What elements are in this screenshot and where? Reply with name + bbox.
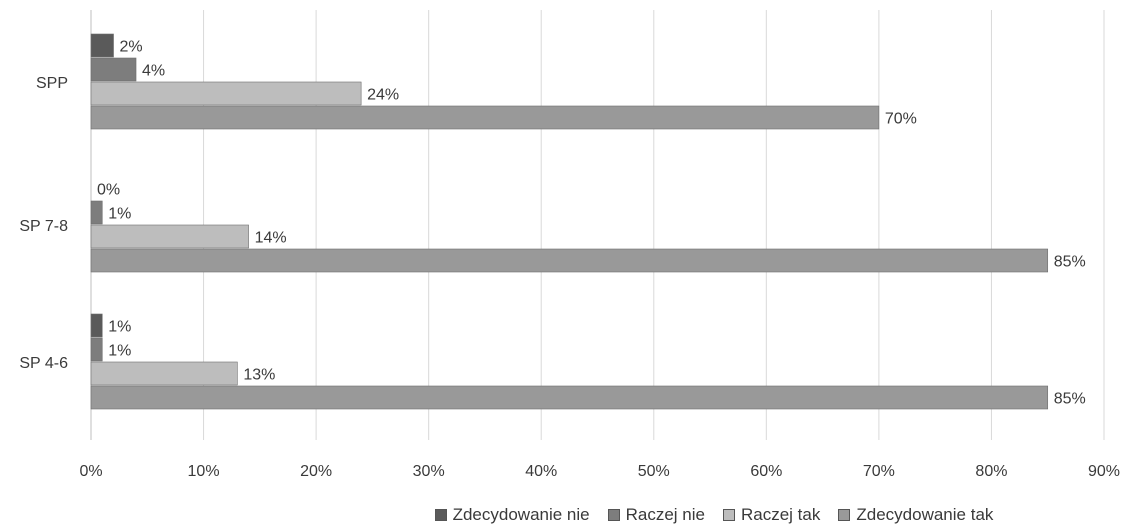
legend-label-1: Raczej nie — [625, 505, 705, 524]
data-label-1-1: 1% — [108, 206, 131, 223]
bar-chart-plot: 0% 10% 20% 30% 40% 50% 60% 70% 80% 90% SPP 2% 4% 24% 7… — [19, 10, 1120, 480]
data-label-2-0: 1% — [108, 319, 131, 336]
legend-item-2: Raczej tak — [723, 505, 820, 525]
legend-label-0: Zdecydowanie nie — [452, 505, 590, 524]
legend: Zdecydowanie nie Raczej nie Raczej tak Zdec… — [0, 502, 1128, 528]
x-tick-label-40: 40% — [525, 463, 557, 480]
legend-swatch-0 — [434, 509, 447, 521]
bar-0-0 — [90, 33, 114, 58]
x-tick-label-90: 90% — [1088, 463, 1120, 480]
data-label-1-0: 0% — [97, 182, 120, 199]
x-tick-label-50: 50% — [638, 463, 670, 480]
bar-0-1 — [90, 57, 137, 82]
bar-2-0 — [90, 313, 103, 338]
legend-label-3: Zdecydowanie tak — [856, 505, 994, 524]
legend-swatch-3 — [838, 509, 851, 521]
data-label-0-3: 70% — [885, 111, 917, 128]
data-label-2-2: 13% — [243, 367, 275, 384]
data-label-1-2: 14% — [255, 230, 287, 247]
x-tick-label-30: 30% — [413, 463, 445, 480]
x-tick-label-70: 70% — [863, 463, 895, 480]
category-label-0: SPP — [36, 75, 68, 92]
data-label-1-3: 85% — [1054, 254, 1086, 271]
category-label-1: SP 7-8 — [19, 218, 68, 235]
bar-0-3 — [90, 105, 880, 130]
legend-swatch-1 — [607, 509, 620, 521]
bar-1-3 — [90, 248, 1049, 273]
data-label-0-1: 4% — [142, 63, 165, 80]
category-label-2: SP 4-6 — [19, 355, 68, 372]
data-label-0-2: 24% — [367, 87, 399, 104]
bar-1-2 — [90, 224, 249, 249]
x-tick-label-80: 80% — [975, 463, 1007, 480]
x-tick-label-0: 0% — [79, 463, 102, 480]
legend-item-1: Raczej nie — [607, 505, 705, 525]
data-label-2-1: 1% — [108, 343, 131, 360]
legend-item-0: Zdecydowanie nie — [434, 505, 590, 525]
bar-0-2 — [90, 81, 362, 106]
data-label-2-3: 85% — [1054, 391, 1086, 408]
bar-1-1 — [90, 200, 103, 225]
bar-2-1 — [90, 337, 103, 362]
data-label-0-0: 2% — [120, 39, 143, 56]
legend-item-3: Zdecydowanie tak — [838, 505, 993, 525]
bar-2-3 — [90, 385, 1049, 410]
legend-label-2: Raczej tak — [741, 505, 821, 524]
x-tick-label-10: 10% — [188, 463, 220, 480]
bar-2-2 — [90, 361, 238, 386]
legend-swatch-2 — [723, 509, 735, 521]
x-tick-label-20: 20% — [300, 463, 332, 480]
x-tick-label-60: 60% — [750, 463, 782, 480]
